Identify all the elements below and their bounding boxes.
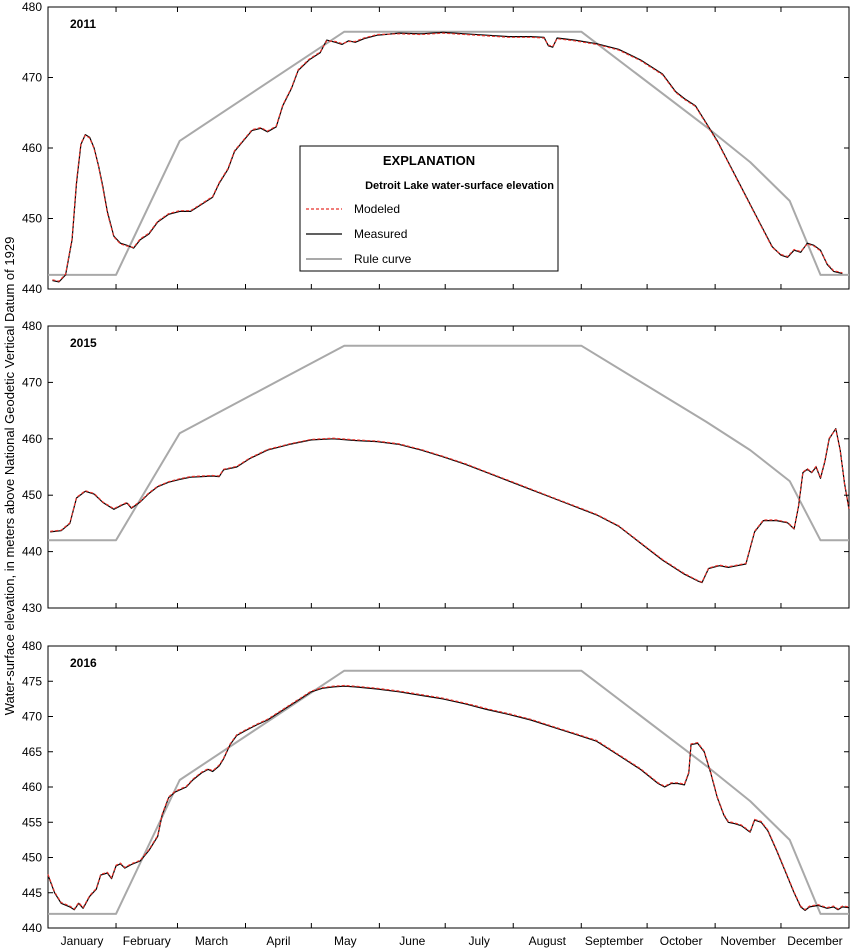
plot-frame (47, 325, 850, 609)
legend-subtitle: Detroit Lake water-surface elevation (365, 180, 554, 192)
series-line-measured (47, 685, 850, 911)
month-label: December (787, 934, 842, 948)
series-line-modeled (47, 684, 850, 911)
plot-frame (47, 645, 850, 929)
series-line-measured (50, 428, 850, 584)
panel-year-label: 2015 (70, 336, 97, 350)
y-tick-label: 480 (22, 319, 42, 333)
legend-label-modeled: Modeled (354, 202, 400, 216)
legend-label-measured: Measured (354, 227, 407, 241)
month-label: January (61, 934, 104, 948)
panel-year-label: 2016 (70, 656, 97, 670)
legend-label-rule-curve: Rule curve (354, 252, 412, 266)
month-label: August (529, 934, 567, 948)
series-line-modeled (52, 32, 843, 282)
series-line-rule-curve (48, 30, 849, 276)
y-tick-label: 470 (22, 71, 42, 85)
panel-2016: 440 445 450 455 460 465 470 475 480 2016 (22, 639, 850, 935)
y-tick-label: 480 (22, 639, 42, 653)
y-tick-label: 450 (22, 488, 42, 502)
month-label: November (720, 934, 775, 948)
panel-2015: 430 440 450 460 470 480 2015 (22, 319, 850, 615)
y-tick-label: 450 (22, 212, 42, 226)
month-label: April (266, 934, 290, 948)
legend: EXPLANATION Detroit Lake water-surface e… (299, 145, 559, 272)
y-tick-label: 445 (22, 886, 42, 900)
month-axis-labels: January February March April May June July Augu… (61, 934, 843, 948)
y-tick-label: 460 (22, 141, 42, 155)
month-label: July (469, 934, 490, 948)
series-line-modeled (50, 428, 850, 583)
legend-box (299, 145, 559, 272)
y-tick-label: 475 (22, 674, 42, 688)
y-tick-label: 450 (22, 851, 42, 865)
month-label: September (585, 934, 644, 948)
month-label: February (123, 934, 171, 948)
series-line-rule-curve (48, 344, 849, 542)
y-tick-label: 430 (22, 601, 42, 615)
y-tick-label: 465 (22, 745, 42, 759)
y-tick-label: 460 (22, 432, 42, 446)
panel-year-label: 2011 (70, 17, 96, 31)
y-tick-label: 440 (22, 282, 42, 296)
y-tick-label: 480 (22, 0, 42, 14)
y-axis-label: Water-surface elevation, in meters above… (2, 237, 17, 716)
series-line-rule-curve (48, 669, 849, 915)
y-tick-label: 440 (22, 921, 42, 935)
legend-title: EXPLANATION (383, 153, 475, 168)
panel-2011: 440 450 460 470 480 2011 (22, 0, 850, 296)
y-tick-label: 455 (22, 815, 42, 829)
y-tick-label: 460 (22, 780, 42, 794)
month-label: October (660, 934, 703, 948)
month-label: June (399, 934, 425, 948)
month-label: March (195, 934, 228, 948)
y-tick-label: 470 (22, 710, 42, 724)
y-tick-label: 440 (22, 545, 42, 559)
month-label: May (334, 934, 357, 948)
y-tick-label: 470 (22, 375, 42, 389)
